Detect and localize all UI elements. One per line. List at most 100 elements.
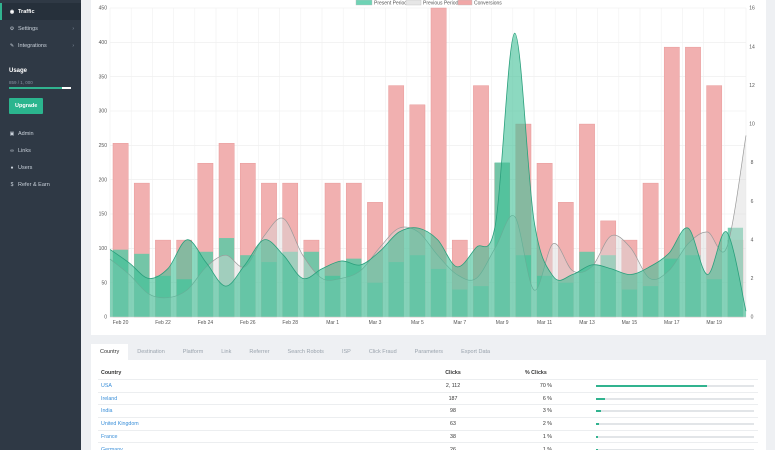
sidebar-item-refer-earn[interactable]: $ Refer & Earn	[0, 176, 81, 193]
y-tick-label: 300	[99, 109, 108, 115]
x-tick-label: Mar 15	[622, 320, 638, 326]
globe-icon: ◉	[9, 8, 15, 15]
table-row: India 98 3 %	[98, 405, 758, 419]
y-tick-label: 200	[99, 177, 108, 183]
x-tick-label: Mar 17	[664, 320, 680, 326]
sidebar-item-admin[interactable]: ▣ Admin	[0, 125, 81, 142]
dollar-icon: $	[10, 181, 14, 188]
y-tick-label: 350	[99, 74, 108, 80]
country-table: Country Clicks % Clicks USA 2, 112 70 % Ire…	[91, 360, 766, 450]
column-header-country[interactable]: Country	[101, 370, 122, 376]
usage-count: 859 / 1, 000	[9, 80, 33, 85]
country-link[interactable]: India	[101, 408, 113, 415]
y2-tick-label: 2	[751, 276, 754, 282]
tab-destination[interactable]: Destination	[137, 349, 165, 355]
percent-value: 2 %	[542, 421, 552, 428]
tab-parameters[interactable]: Parameters	[414, 349, 444, 355]
country-link[interactable]: France	[101, 433, 118, 440]
x-tick-label: Feb 20	[113, 320, 129, 326]
sidebar-item-label: Refer & Earn	[18, 181, 50, 188]
traffic-chart: 0 50 100 150 200 250 300 350 400 450 0 2 4 6 8 10 12 14 16…	[99, 0, 755, 326]
x-tick-label: Mar 5	[411, 320, 424, 326]
tab-search-robots[interactable]: Search Robots	[287, 349, 324, 355]
clicks-value: 26	[450, 446, 456, 450]
sidebar-item-users[interactable]: ● Users	[0, 159, 81, 176]
sidebar-item-settings[interactable]: ⚙ Settings ›	[0, 20, 81, 37]
percent-bar	[596, 410, 754, 413]
table-row: USA 2, 112 70 %	[98, 380, 758, 393]
legend-label: Conversions	[474, 1, 502, 7]
user-icon: ●	[10, 164, 14, 171]
percent-value: 1 %	[542, 433, 552, 440]
link-icon: ∞	[10, 147, 14, 154]
y2-tick-label: 10	[749, 122, 755, 128]
sidebar-item-label: Traffic	[18, 8, 35, 15]
tab-click-fraud[interactable]: Click Fraud	[368, 349, 397, 355]
clicks-value: 38	[450, 433, 456, 440]
wrench-icon: ✎	[9, 42, 15, 49]
tab-link[interactable]: Link	[221, 349, 232, 355]
usage-progress-fill	[9, 87, 63, 89]
report-tabs: Country Destination Platform Link Referr…	[91, 344, 766, 360]
sidebar-item-integrations[interactable]: ✎ Integrations ›	[0, 37, 81, 54]
percent-bar	[596, 435, 754, 438]
percent-bar-fill	[596, 448, 598, 450]
clicks-value: 187	[448, 395, 458, 402]
percent-value: 3 %	[542, 408, 552, 415]
table-header-row: Country Clicks % Clicks	[98, 367, 758, 380]
tab-platform[interactable]: Platform	[182, 349, 204, 355]
chevron-right-icon: ›	[72, 25, 74, 32]
country-link[interactable]: Ireland	[101, 395, 118, 402]
tab-export-data[interactable]: Export Data	[461, 349, 491, 355]
y2-tick-label: 14	[749, 44, 755, 50]
sidebar-item-label: Settings	[18, 25, 38, 32]
briefcase-icon: ▣	[9, 130, 15, 137]
usage-progress-bar	[9, 87, 71, 89]
clicks-value: 2, 112	[445, 383, 461, 389]
sidebar-item-label: Admin	[18, 130, 34, 137]
legend-swatch	[355, 0, 373, 6]
clicks-value: 98	[450, 408, 456, 415]
percent-bar-fill	[596, 397, 606, 400]
y-tick-label: 400	[99, 40, 108, 46]
tab-isp[interactable]: ISP	[341, 349, 351, 355]
usage-title: Usage	[9, 68, 28, 74]
table-row: Germany 26 1 %	[98, 444, 758, 450]
chevron-right-icon: ›	[72, 42, 74, 49]
x-tick-label: Mar 1	[326, 320, 339, 326]
country-link[interactable]: USA	[101, 383, 112, 389]
y-tick-label: 0	[104, 315, 107, 321]
y2-tick-label: 4	[751, 237, 754, 243]
present-period-area	[110, 33, 746, 317]
traffic-chart-panel: 0 50 100 150 200 250 300 350 400 450 0 2 4 6 8 10 12 14 16…	[91, 0, 766, 335]
country-link[interactable]: Germany	[101, 446, 123, 450]
sidebar-item-label: Users	[18, 164, 33, 171]
percent-bar	[596, 448, 754, 450]
x-tick-label: Feb 22	[155, 320, 171, 326]
percent-bar-fill	[596, 385, 707, 387]
percent-value: 70 %	[539, 383, 552, 389]
percent-bar	[596, 423, 754, 426]
x-tick-label: Mar 13	[579, 320, 595, 326]
legend-label: Previous Period	[423, 1, 459, 7]
column-header-clicks[interactable]: Clicks	[445, 370, 461, 376]
tab-country[interactable]: Country	[91, 344, 129, 360]
column-header-percent-clicks[interactable]: % Clicks	[525, 370, 547, 376]
sidebar-item-label: Links	[18, 147, 31, 154]
y-tick-label: 450	[99, 6, 108, 12]
table-row: Ireland 187 6 %	[98, 393, 758, 406]
x-tick-label: Mar 3	[369, 320, 382, 326]
sidebar-item-links[interactable]: ∞ Links	[0, 142, 81, 159]
x-tick-label: Feb 24	[198, 320, 214, 326]
y2-tick-label: 16	[749, 6, 755, 12]
y-tick-label: 50	[101, 280, 107, 286]
country-link[interactable]: United Kingdom	[101, 421, 139, 428]
sidebar-item-traffic[interactable]: ◉ Traffic	[0, 3, 81, 20]
clicks-value: 63	[450, 421, 456, 428]
upgrade-button[interactable]: Upgrade	[9, 98, 44, 114]
y-tick-label: 100	[99, 246, 108, 252]
tab-referrer[interactable]: Referrer	[249, 349, 270, 355]
x-tick-label: Mar 9	[496, 320, 509, 326]
y2-tick-label: 6	[751, 199, 754, 205]
x-tick-label: Feb 28	[282, 320, 298, 326]
